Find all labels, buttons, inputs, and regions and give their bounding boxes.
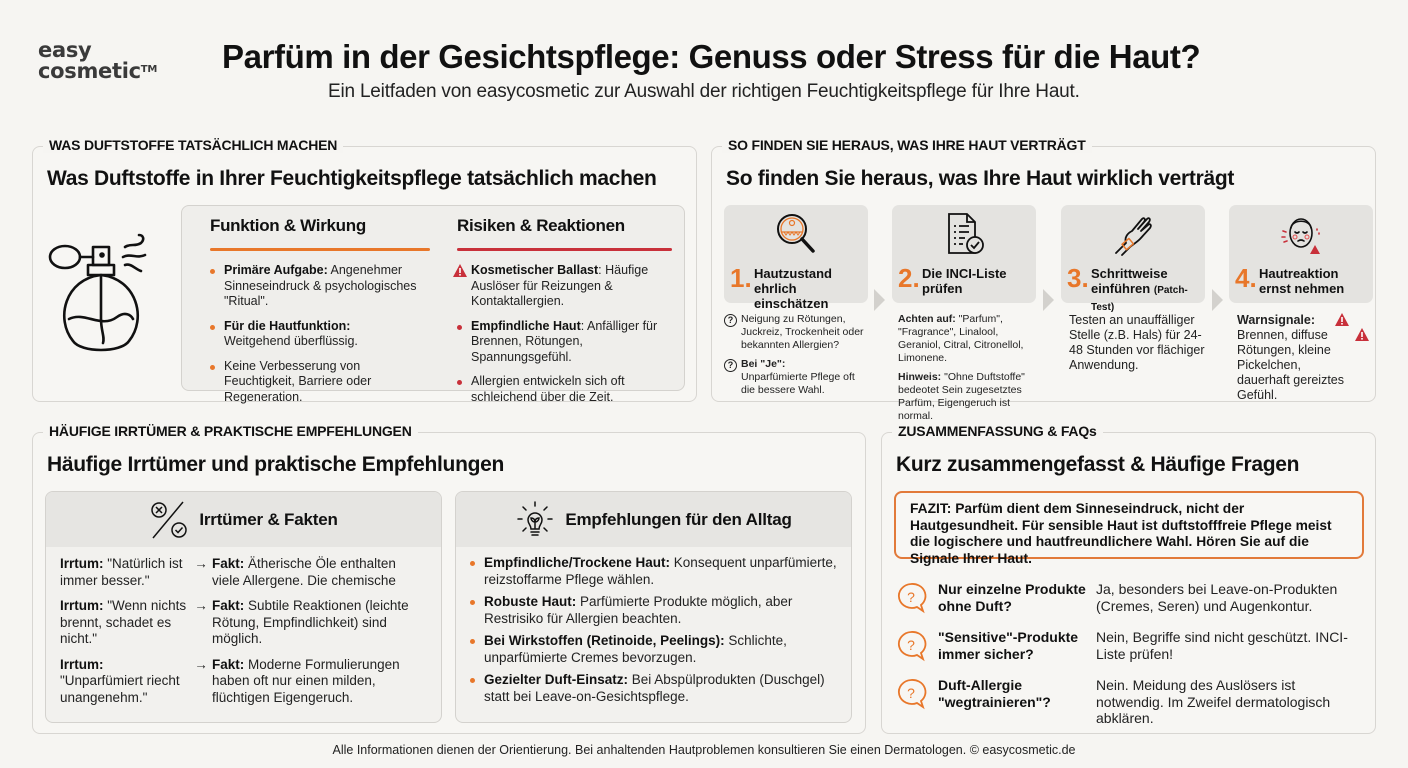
arrow-right-icon: → [194,656,208,672]
step-arrow-icon [1212,289,1223,311]
myth-row: Irrtum: "Natürlich ist immer besser." → … [60,556,396,588]
question-bubble-icon: ? [897,583,927,614]
function-column: Funktion & Wirkung Primäre Aufgabe: Ange… [210,216,430,414]
step-number: 4. [1235,263,1257,293]
step-4: 4. Hautreaktion ernst nehmen Warnsignale:… [1229,205,1373,403]
section-label: ZUSAMMENFASSUNG & FAQs [892,423,1103,439]
section-myths-recommendations: HÄUFIGE IRRTÜMER & PRAKTISCHE EMPFEHLUNG… [32,423,866,734]
conclusion-box: FAZIT: Parfüm dient dem Sinneseindruck, … [894,491,1364,566]
step-title: Die INCI-Liste prüfen [922,266,1007,296]
step-title: Hautzustand ehrlich einschätzen [754,266,832,311]
step-number: 2. [898,263,920,293]
myths-title: Irrtümer & Fakten [199,509,338,529]
step-title: Schrittweise einführen (Patch-Test) [1091,266,1188,313]
perfume-bottle-icon [48,233,147,352]
step-body: Warnsignale: Brennen, diffuse Rötungen, k… [1229,313,1373,403]
function-item: Für die Hautfunktion: Weitgehend überflü… [210,319,430,350]
function-title: Funktion & Wirkung [210,216,366,235]
faq-question: Nur einzelne Produkte ohne Duft? [938,581,1086,614]
faq-item: ? "Sensitive"-Produkte immer sicher? Nei… [894,629,1364,663]
orange-divider [210,248,430,251]
section-label: SO FINDEN SIE HERAUS, WAS IHRE HAUT VERT… [722,137,1092,153]
page-title: Parfüm in der Gesichtspflege: Genuss ode… [222,38,1201,75]
section-label: WAS DUFTSTOFFE TATSÄCHLICH MACHEN [43,137,344,153]
warning-icon [1335,313,1349,326]
faq-item: ? Nur einzelne Produkte ohne Duft? Ja, b… [894,581,1364,615]
section-heading: Was Duftstoffe in Ihrer Feuchtigkeitspfl… [47,167,657,190]
footer-disclaimer: Alle Informationen dienen der Orientieru… [332,743,1076,757]
question-bubble-icon: ? [897,679,927,710]
trademark: TM [140,64,157,75]
myth-row: Irrtum: "Unparfümiert riecht unangenehm.… [60,656,400,705]
svg-text:?: ? [907,685,915,701]
function-risk-card: Funktion & Wirkung Primäre Aufgabe: Ange… [181,205,685,404]
page-subtitle: Ein Leitfaden von easycosmetic zur Auswa… [328,81,1080,102]
magnifier-skin-icon [777,214,815,253]
question-icon: ? [724,359,737,372]
logo-line1: easy [38,38,92,62]
arrow-right-icon: → [194,598,208,613]
svg-text:?: ? [907,637,915,653]
function-item: Keine Verbesserung von Feuchtigkeit, Bar… [210,359,430,406]
arrow-right-icon: → [194,556,208,571]
faq-answer: Nein, Begriffe sind nicht geschützt. INC… [1096,629,1348,662]
brand-logo: easy cosmeticTM [38,40,157,82]
step-1: 1. Hautzustand ehrlich einschätzen ? Neigu… [724,205,868,403]
risk-item: Empfindliche Haut: Anfälliger für Brenne… [457,319,672,366]
warning-icon [1355,328,1369,341]
question-icon: ? [724,314,737,327]
step-arrow-icon [1043,289,1054,311]
step-number: 1. [730,263,752,293]
myth-fact-icon [151,501,188,538]
section-summary-faqs: ZUSAMMENFASSUNG & FAQs Kurz zusammengefa… [881,423,1376,734]
step-title: Hautreaktion ernst nehmen [1259,266,1345,296]
risks-title: Risiken & Reaktionen [457,216,625,235]
recommendation-item: Bei Wirkstoffen (Retinoide, Peelings): S… [470,633,839,666]
step-body: Testen an unauffälliger Stelle (z.B. Hal… [1069,313,1205,372]
lightbulb-icon [517,500,554,536]
section-label: HÄUFIGE IRRTÜMER & PRAKTISCHE EMPFEHLUNG… [43,423,418,439]
recommendation-item: Empfindliche/Trockene Haut: Konsequent u… [470,555,839,588]
section-heading: So finden Sie heraus, was Ihre Haut wirk… [726,167,1235,190]
step-arrow-icon [874,289,885,311]
risks-column: Risiken & Reaktionen Kosmetischer Ballas… [453,216,672,414]
section-what-fragrances-do: WAS DUFTSTOFFE TATSÄCHLICH MACHEN Was Du… [32,137,697,404]
step-body: ? Neigung zu Rötungen, Juckreiz, Trockenh… [724,313,868,397]
function-item: Primäre Aufgabe: Angenehmer Sinneseindru… [210,263,430,310]
hand-patch-icon [1115,217,1152,256]
risk-item: Kosmetischer Ballast: Häufige Auslöser f… [453,263,672,310]
recommendation-item: Robuste Haut: Parfümierte Produkte mögli… [470,594,839,627]
red-divider [457,248,672,251]
myth-row: Irrtum: "Wenn nichts brennt, schadet es … [60,598,409,646]
section-heading: Häufige Irrtümer und praktische Empfehlu… [47,453,505,476]
question-bubble-icon: ? [897,631,927,662]
faq-answer: Nein. Meidung des Auslösers ist notwendi… [1096,677,1331,726]
step-3: 3. Schrittweise einführen (Patch-Test) Te… [1061,205,1205,373]
recommendations-card: Empfehlungen für den Alltag Empfindliche… [455,491,852,723]
irritated-face-icon [1281,218,1320,254]
section-how-to-find-out: SO FINDEN SIE HERAUS, WAS IHRE HAUT VERT… [711,137,1376,422]
step-body: Achten auf: "Parfum", "Fragrance", Linal… [898,313,1025,422]
step-2: 2. Die INCI-Liste prüfen Achten auf: "Par… [892,205,1036,429]
warning-icon [453,264,467,277]
faq-question: Duft-Allergie "wegtrainieren"? [938,677,1051,710]
myths-facts-card: Irrtümer & Fakten Irrtum: "Natürlich ist… [45,491,442,723]
recommendation-item: Gezielter Duft-Einsatz: Bei Abspülproduk… [470,672,839,705]
logo-line2: cosmetic [38,59,141,83]
faq-item: ? Duft-Allergie "wegtrainieren"? Nein. M… [894,677,1364,727]
document-check-icon [948,213,984,254]
step-number: 3. [1067,263,1089,293]
recommendations-title: Empfehlungen für den Alltag [565,509,792,529]
risk-item: Allergien entwickeln sich oft schleichen… [457,374,672,405]
faq-question: "Sensitive"-Produkte immer sicher? [938,629,1079,662]
faq-answer: Ja, besonders bei Leave-on-Produkten (Cr… [1096,581,1338,614]
svg-text:?: ? [907,589,915,605]
section-heading: Kurz zusammengefasst & Häufige Fragen [896,453,1300,476]
